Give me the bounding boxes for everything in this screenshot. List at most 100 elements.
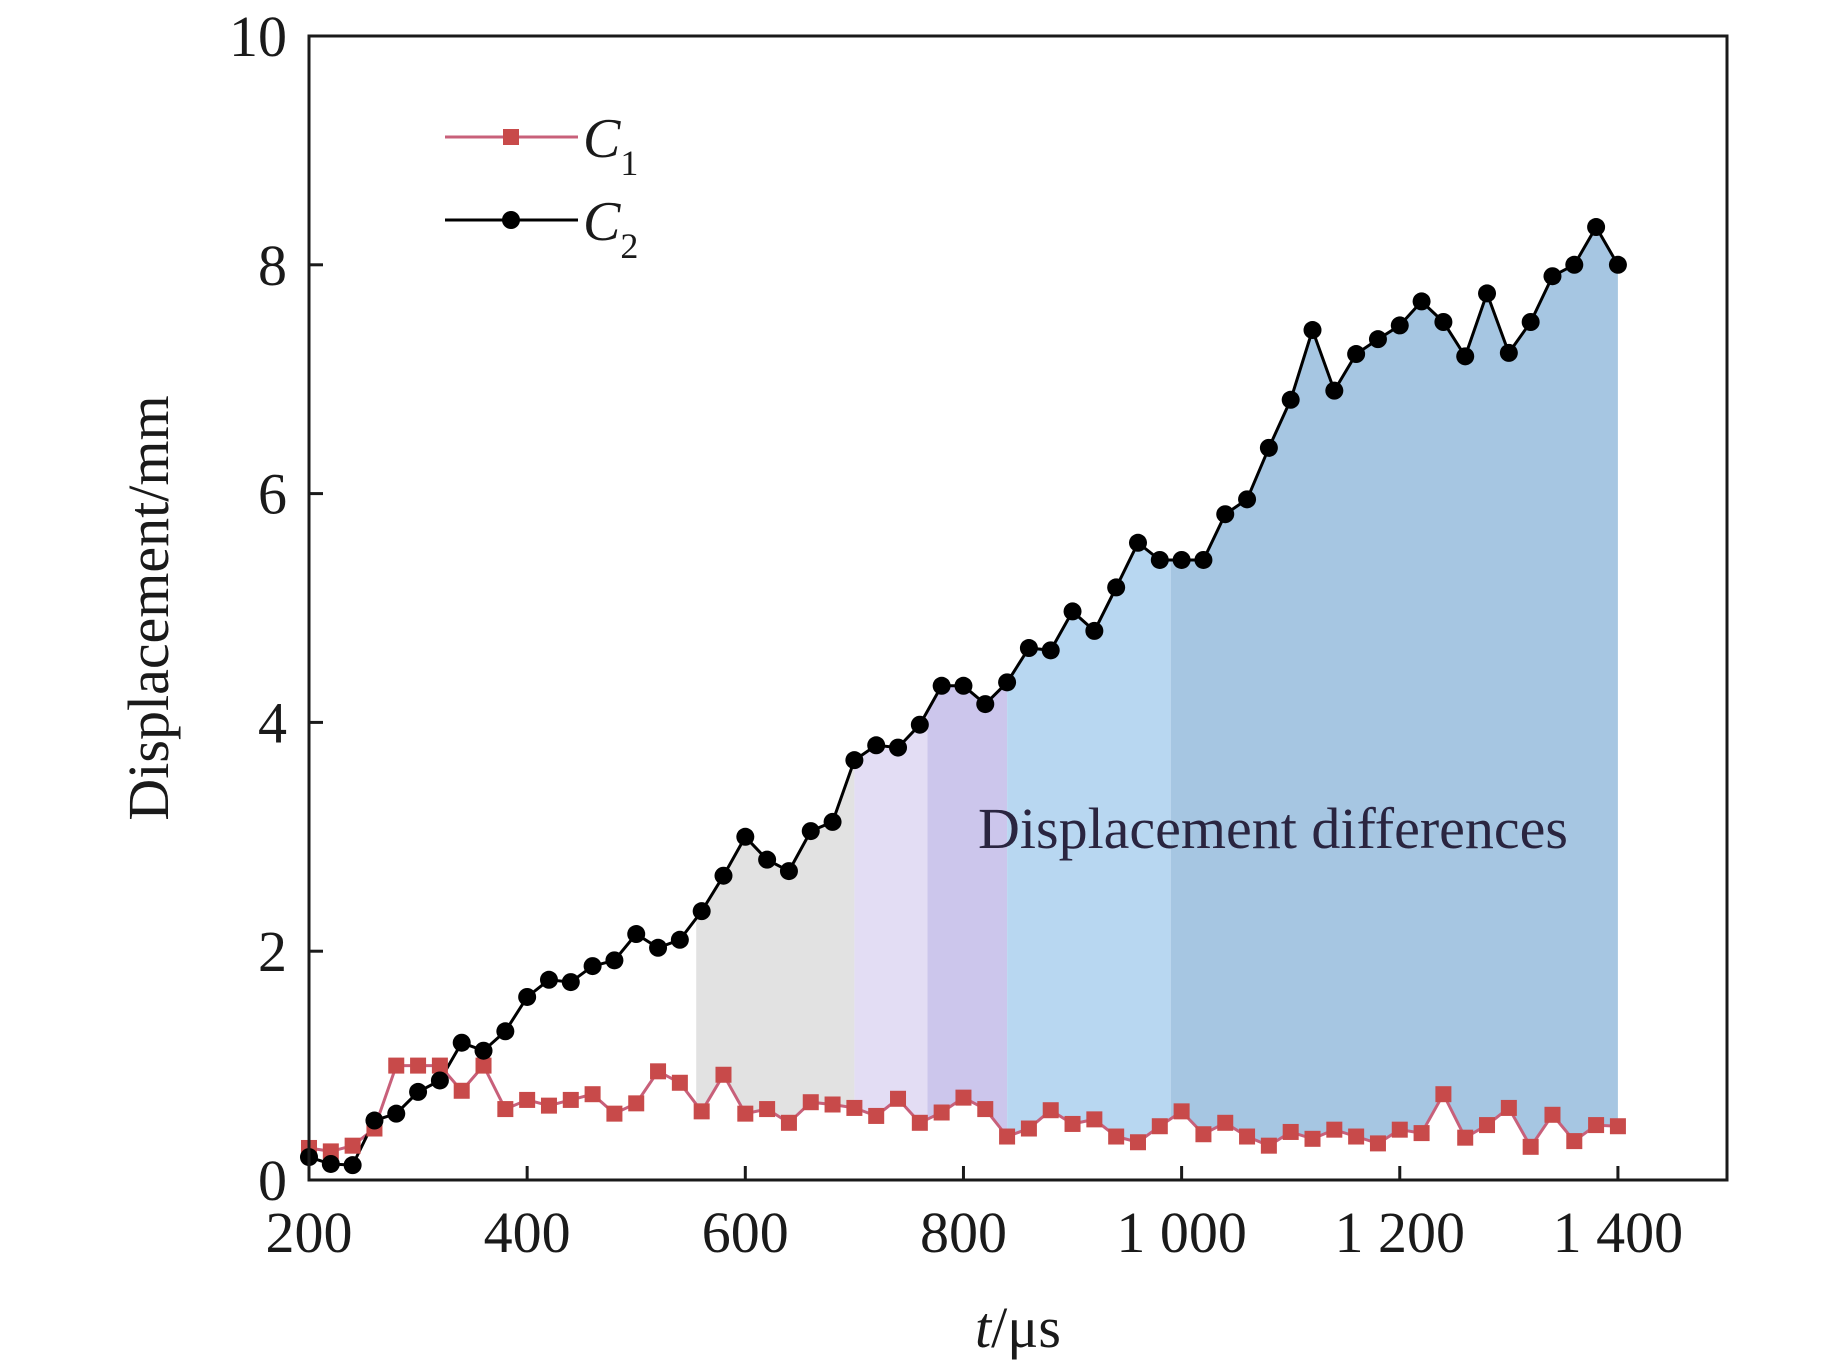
y-tick-label: 6 [258,462,287,527]
point-c1 [1500,1099,1517,1116]
point-c1 [1391,1121,1408,1138]
point-c2 [823,812,842,831]
point-c1 [388,1057,405,1074]
point-c1 [911,1114,928,1131]
point-c2 [1281,390,1300,409]
y-axis-ticks: 0 2 4 6 8 10 [229,4,323,1213]
point-c1 [1239,1128,1256,1145]
point-c1 [1304,1130,1321,1147]
point-c2 [932,676,951,695]
x-tick-label: 800 [920,1200,1007,1265]
point-c2 [1325,381,1344,400]
point-c1 [497,1101,514,1118]
y-tick-label: 0 [258,1148,287,1213]
point-c2 [998,673,1017,692]
point-c2 [845,751,864,770]
legend-marker [502,211,520,229]
point-c2 [889,738,908,757]
point-c2 [1543,267,1562,286]
point-c1 [1522,1138,1539,1155]
point-c1 [868,1107,885,1124]
point-c2 [649,938,668,957]
point-c1 [1217,1114,1234,1131]
point-c2 [1150,550,1169,569]
point-c1 [1086,1111,1103,1128]
point-c1 [1195,1126,1212,1143]
point-c1 [759,1101,776,1118]
point-c2 [1347,345,1366,364]
point-c1 [344,1137,361,1154]
point-c1 [584,1086,601,1103]
point-c2 [430,1071,449,1090]
point-c1 [475,1057,492,1074]
point-c2 [1565,255,1584,274]
point-c2 [692,902,711,921]
point-c2 [1412,292,1431,311]
point-c2 [1434,313,1453,331]
point-c2 [976,695,995,714]
point-c2 [627,925,646,944]
point-c1 [737,1105,754,1122]
legend-label: C2 [583,191,638,266]
point-c2 [1521,313,1540,331]
x-tick-label: 1 000 [1116,1200,1247,1265]
point-c2 [1107,578,1126,597]
shaded-band-3 [927,682,1008,1137]
point-c2 [1172,550,1191,569]
point-c2 [518,987,537,1006]
point-c2 [1259,438,1278,457]
point-c1 [1566,1133,1583,1150]
y-tick-label: 2 [258,919,287,984]
point-c1 [628,1095,645,1112]
point-c1 [933,1104,950,1121]
point-c2 [1238,490,1257,509]
series-markers [300,218,1627,1175]
point-c1 [1042,1102,1059,1119]
point-c2 [387,1104,406,1123]
point-c2 [1608,255,1627,274]
shaded-band-1 [696,760,855,1123]
point-c2 [409,1082,428,1101]
point-c2 [867,736,886,755]
point-c2 [670,930,689,949]
x-tick-label: 400 [484,1200,571,1265]
point-c2 [779,862,798,881]
point-c1 [1151,1118,1168,1135]
point-c2 [954,676,973,695]
point-c1 [1369,1135,1386,1152]
point-c1 [846,1099,863,1116]
point-c2 [1456,347,1475,366]
point-c1 [1282,1123,1299,1140]
point-c1 [1435,1086,1452,1103]
x-axis-label-variable: t [975,1295,993,1360]
point-c2 [343,1156,362,1175]
point-c2 [1063,602,1082,621]
point-c1 [431,1057,448,1074]
point-c1 [955,1089,972,1106]
point-c2 [321,1154,340,1173]
x-axis-label-unit: /μs [991,1295,1061,1360]
y-tick-label: 4 [258,690,287,755]
point-c1 [890,1090,907,1107]
point-c1 [1108,1128,1125,1145]
point-c2 [474,1041,493,1060]
point-c1 [1479,1117,1496,1134]
point-c1 [671,1074,688,1091]
legend-label: C1 [583,108,638,183]
point-c2 [1019,639,1038,658]
point-c2 [1085,621,1104,640]
point-c1 [1326,1121,1343,1138]
point-c1 [1348,1128,1365,1145]
point-c2 [1368,330,1387,349]
x-tick-label: 600 [702,1200,789,1265]
point-c2 [910,715,929,734]
point-c1 [1260,1137,1277,1154]
point-c1 [1413,1125,1430,1142]
point-c2 [1390,316,1409,335]
point-c1 [780,1114,797,1131]
point-c2 [1478,284,1497,303]
point-c1 [1129,1134,1146,1151]
point-c1 [824,1096,841,1113]
